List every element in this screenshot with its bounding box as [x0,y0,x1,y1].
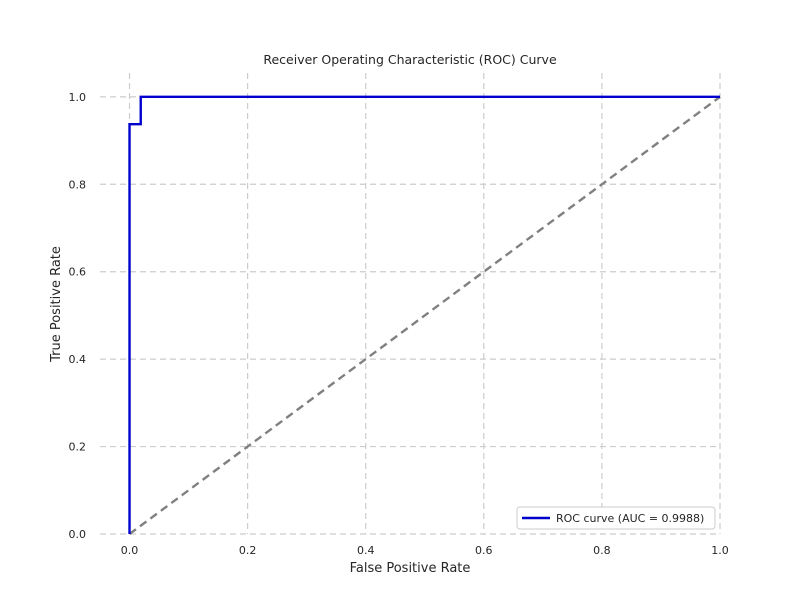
x-tick-label: 0.4 [357,544,375,557]
y-axis-label: True Positive Rate [49,246,64,363]
y-axis-ticks: 0.0 0.2 0.4 0.6 0.8 1.0 [69,91,87,541]
x-axis-label: False Positive Rate [350,561,471,576]
grid [100,73,721,535]
legend-box [516,506,716,530]
chart-title: Receiver Operating Characteristic (ROC) … [263,52,557,67]
legend-label-roc: ROC curve (AUC = 0.9988) [556,512,704,525]
y-tick-label: 0.2 [69,441,87,454]
y-tick-label: 0.4 [69,353,87,366]
y-tick-label: 0.6 [69,266,87,279]
x-tick-label: 0.8 [593,544,611,557]
x-tick-label: 1.0 [711,544,729,557]
x-axis-ticks: 0.0 0.2 0.4 0.6 0.8 1.0 [121,544,729,557]
x-tick-label: 0.0 [121,544,139,557]
diagonal-reference-line [128,95,721,535]
y-tick-label: 0.0 [69,528,87,541]
series-layer [128,95,721,535]
roc-curve-line [128,95,720,534]
legend: ROC curve (AUC = 0.9988) [516,506,716,530]
y-tick-label: 0.8 [69,178,87,191]
x-tick-label: 0.2 [239,544,257,557]
y-tick-label: 1.0 [69,91,87,104]
x-tick-label: 0.6 [475,544,493,557]
